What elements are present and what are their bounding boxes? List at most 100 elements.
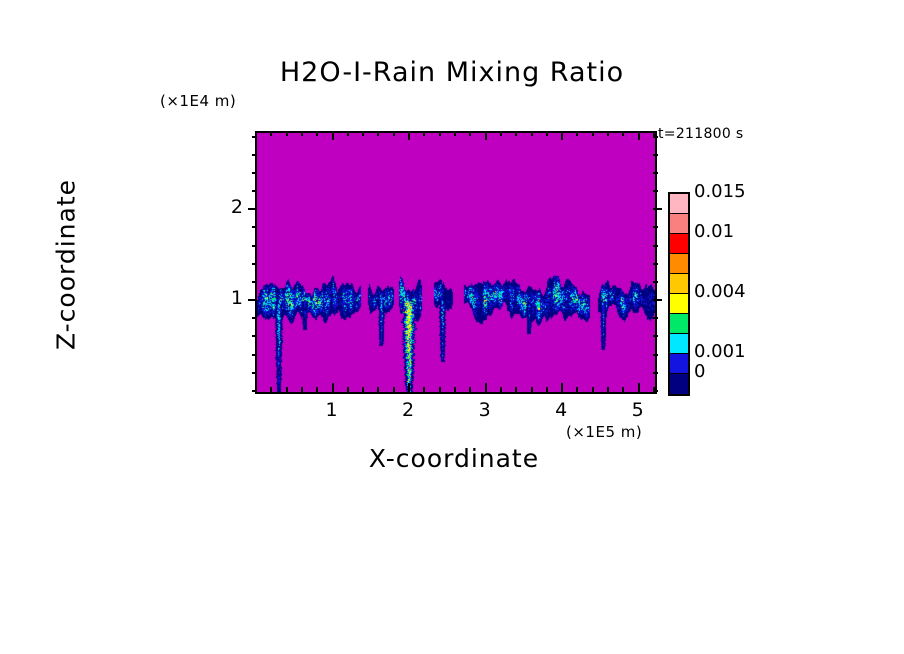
- colorbar-band: [670, 234, 688, 254]
- ytick-label: 2: [230, 196, 243, 219]
- xtick-minor: [622, 387, 625, 392]
- xtick-minor: [499, 387, 502, 392]
- ytick-label: 1: [230, 287, 243, 310]
- timestamp-label: t=211800 s: [658, 126, 744, 142]
- xtick-minor-top: [316, 131, 319, 136]
- xtick-major-top: [484, 131, 487, 140]
- xtick-minor-top: [300, 131, 303, 136]
- ytick-minor: [252, 317, 257, 320]
- xtick-minor-top: [270, 131, 273, 136]
- ytick-minor-right: [653, 353, 658, 356]
- ytick-minor: [252, 171, 257, 174]
- ytick-minor-right: [653, 317, 658, 320]
- xtick-minor-top: [362, 131, 365, 136]
- xtick-label: 5: [631, 399, 644, 421]
- ytick-minor: [252, 226, 257, 229]
- xtick-minor-top: [469, 131, 472, 136]
- ytick-minor: [252, 280, 257, 283]
- plot-area: [255, 131, 657, 394]
- xtick-minor-top: [392, 131, 395, 136]
- colorbar-band: [670, 274, 688, 294]
- xtick-minor: [377, 387, 380, 392]
- xtick-minor: [545, 387, 548, 392]
- ytick-minor-right: [653, 371, 658, 374]
- ytick-minor-right: [653, 280, 658, 283]
- xtick-minor: [392, 387, 395, 392]
- xtick-minor-top: [530, 131, 533, 136]
- xtick-minor-top: [285, 131, 288, 136]
- xtick-minor: [591, 387, 594, 392]
- colorbar-band: [670, 334, 688, 354]
- colorbar-band: [670, 194, 688, 214]
- xtick-label: 2: [402, 399, 415, 421]
- rain-mixing-ratio-heatmap: [257, 133, 655, 392]
- ytick-minor-right: [653, 135, 658, 138]
- xaxis-unit-label: (×1E5 m): [566, 423, 643, 441]
- ytick-minor-right: [653, 153, 658, 156]
- xtick-minor: [423, 387, 426, 392]
- xtick-minor: [270, 387, 273, 392]
- xtick-major-top: [408, 131, 411, 140]
- ytick-minor-right: [653, 244, 658, 247]
- colorbar-label: 0: [694, 361, 706, 382]
- xtick-major: [561, 383, 564, 392]
- ytick-minor: [252, 135, 257, 138]
- xtick-minor: [515, 387, 518, 392]
- colorbar-label: 0.001: [694, 341, 746, 362]
- page-title: H2O-I-Rain Mixing Ratio: [279, 57, 625, 88]
- ytick-minor: [252, 244, 257, 247]
- xtick-minor-top: [607, 131, 610, 136]
- xtick-minor: [576, 387, 579, 392]
- ytick-major: [248, 299, 257, 302]
- xtick-minor: [300, 387, 303, 392]
- xtick-minor-top: [454, 131, 456, 136]
- ytick-minor-right: [653, 335, 658, 338]
- xtick-minor: [530, 387, 533, 392]
- xtick-minor-top: [515, 131, 518, 136]
- colorbar-label: 0.004: [694, 281, 746, 302]
- yaxis-title: Z-coordinate: [51, 178, 81, 351]
- xtick-minor-top: [423, 131, 426, 136]
- xtick-label: 4: [555, 399, 568, 421]
- ytick-minor: [252, 262, 257, 265]
- ytick-minor-right: [653, 171, 658, 174]
- colorbar-band: [670, 314, 688, 334]
- yaxis-unit-label: (×1E4 m): [160, 92, 237, 110]
- ytick-major-right: [653, 299, 662, 302]
- xtick-minor-top: [653, 131, 655, 136]
- xtick-label: 1: [325, 399, 338, 421]
- xtick-major-top: [331, 131, 334, 140]
- ytick-minor: [252, 353, 257, 356]
- xtick-minor-top: [591, 131, 594, 136]
- ytick-minor-right: [653, 226, 658, 229]
- xtick-major: [484, 383, 487, 392]
- ytick-minor-right: [653, 390, 658, 392]
- xtick-minor-top: [377, 131, 380, 136]
- xtick-minor-top: [255, 131, 257, 136]
- xtick-minor: [454, 387, 456, 392]
- colorbar-band: [670, 254, 688, 274]
- xtick-minor: [346, 387, 349, 392]
- xtick-minor: [653, 387, 655, 392]
- colorbar: [668, 192, 690, 396]
- xaxis-title: X-coordinate: [368, 444, 540, 473]
- ytick-major-right: [653, 208, 662, 211]
- ytick-minor: [252, 371, 257, 374]
- xtick-label: 3: [478, 399, 491, 421]
- ytick-minor-right: [653, 262, 658, 265]
- xtick-minor: [362, 387, 365, 392]
- xtick-minor: [255, 387, 257, 392]
- xtick-major: [637, 383, 640, 392]
- xtick-minor: [438, 387, 441, 392]
- xtick-minor-top: [499, 131, 502, 136]
- colorbar-label: 0.015: [694, 181, 746, 202]
- xtick-minor: [285, 387, 288, 392]
- xtick-minor: [316, 387, 319, 392]
- ytick-minor-right: [653, 190, 658, 193]
- colorbar-band: [670, 214, 688, 234]
- ytick-minor: [252, 335, 257, 338]
- xtick-minor-top: [545, 131, 548, 136]
- ytick-minor: [252, 390, 257, 392]
- xtick-major-top: [637, 131, 640, 140]
